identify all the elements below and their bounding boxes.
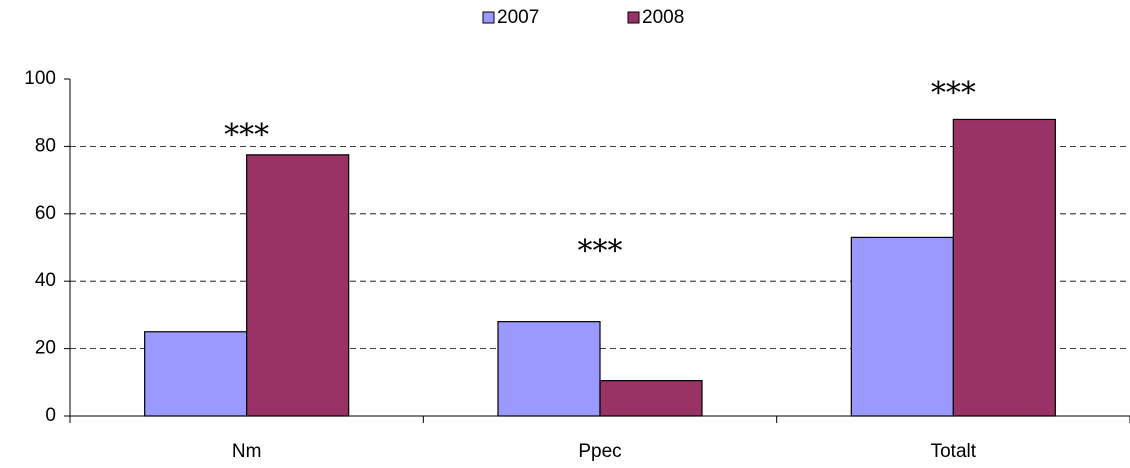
legend-label: 2007 [497,7,539,28]
legend-swatch [482,11,495,24]
x-tick-label: Nm [232,441,262,462]
legend-label: 2008 [642,7,684,28]
bar [246,154,350,417]
y-tick-label: 60 [35,203,56,224]
x-tick-label: Totalt [931,441,977,462]
bar [144,331,248,417]
annotation: *** [578,234,623,269]
y-tick-label: 0 [45,405,56,426]
y-tick-label: 40 [35,270,56,291]
y-tick-label: 100 [24,68,56,89]
bar [497,321,601,417]
bar [599,380,703,417]
y-tick-label: 80 [35,135,56,156]
annotation: *** [224,118,269,153]
legend-swatch [627,11,640,24]
y-tick-label: 20 [35,338,56,359]
bar [952,118,1056,417]
annotation: *** [931,76,976,111]
bar [850,236,954,417]
x-tick-label: Ppec [578,441,621,462]
